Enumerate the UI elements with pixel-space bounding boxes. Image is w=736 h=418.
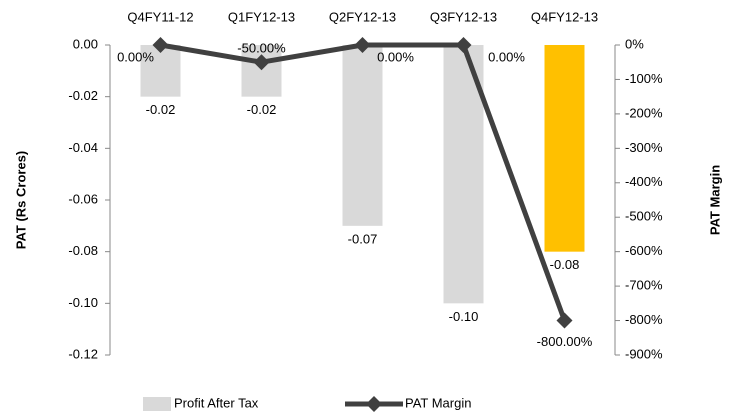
line-marker bbox=[253, 54, 270, 71]
legend-marker bbox=[366, 396, 382, 412]
y2-tick-label: -300% bbox=[625, 140, 663, 155]
bar-value-label: -0.07 bbox=[348, 231, 378, 246]
x-tick-label: Q2FY12-13 bbox=[329, 9, 396, 24]
y2-tick-label: -700% bbox=[625, 278, 663, 293]
y-tick-label: -0.02 bbox=[68, 88, 98, 103]
y-tick-label: -0.10 bbox=[68, 295, 98, 310]
legend-label: PAT Margin bbox=[405, 395, 471, 410]
y2-axis-title: PAT Margin bbox=[707, 165, 722, 235]
y2-tick-label: -800% bbox=[625, 312, 663, 327]
y2-tick-label: -400% bbox=[625, 174, 663, 189]
line-value-label: 0.00% bbox=[117, 49, 154, 64]
bar bbox=[241, 45, 282, 97]
x-tick-label: Q4FY11-12 bbox=[127, 9, 193, 24]
y-axis-title: PAT (Rs Crores) bbox=[13, 151, 28, 249]
bar bbox=[342, 45, 383, 226]
bar-value-label: -0.02 bbox=[146, 102, 176, 117]
y2-tick-label: -500% bbox=[625, 209, 663, 224]
y-tick-label: -0.12 bbox=[68, 346, 98, 361]
line-value-label: -800.00% bbox=[537, 334, 593, 349]
bar-value-label: -0.08 bbox=[550, 257, 580, 272]
line-marker bbox=[455, 37, 472, 53]
y2-tick-label: -600% bbox=[625, 243, 663, 258]
x-tick-label: Q3FY12-13 bbox=[430, 9, 497, 24]
y2-tick-label: -200% bbox=[625, 105, 663, 120]
bar bbox=[544, 45, 585, 252]
y2-tick-label: -900% bbox=[625, 346, 663, 361]
bar-value-label: -0.02 bbox=[247, 102, 277, 117]
line-value-label: 0.00% bbox=[488, 49, 525, 64]
y2-tick-label: -100% bbox=[625, 71, 663, 86]
line-value-label: 0.00% bbox=[377, 49, 414, 64]
line-marker bbox=[556, 312, 573, 329]
x-tick-label: Q4FY12-13 bbox=[531, 9, 598, 24]
x-tick-label: Q1FY12-13 bbox=[228, 9, 295, 24]
line-marker bbox=[354, 37, 371, 53]
y-tick-label: -0.06 bbox=[68, 191, 98, 206]
y-tick-label: -0.08 bbox=[68, 243, 98, 258]
y-tick-label: -0.04 bbox=[68, 140, 98, 155]
bar bbox=[140, 45, 181, 97]
y2-tick-label: 0% bbox=[625, 36, 644, 51]
y-tick-label: 0.00 bbox=[73, 36, 98, 51]
line-value-label: -50.00% bbox=[237, 41, 286, 56]
legend-swatch bbox=[143, 397, 171, 411]
line-marker bbox=[152, 37, 169, 53]
legend-label: Profit After Tax bbox=[174, 395, 259, 410]
bar-value-label: -0.10 bbox=[449, 309, 479, 324]
